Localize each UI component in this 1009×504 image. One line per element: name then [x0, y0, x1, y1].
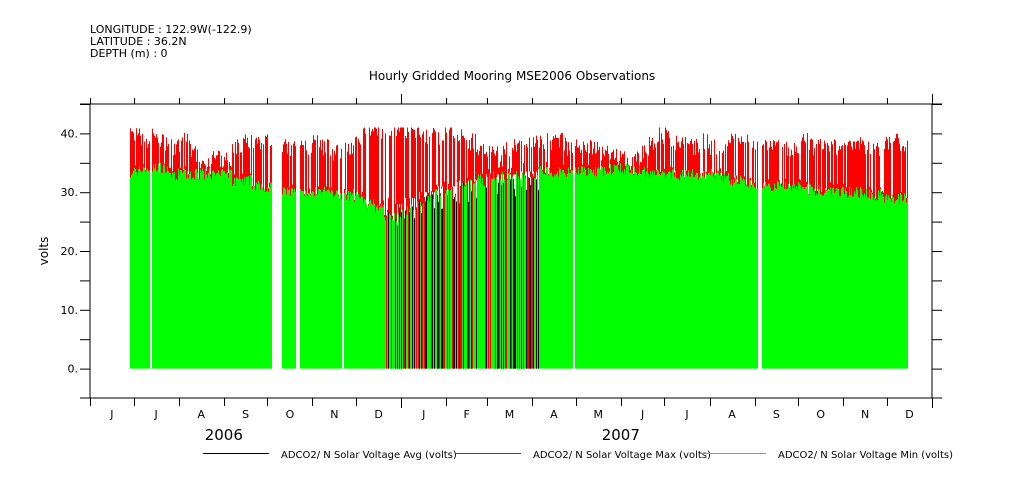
x-tick-label: A — [550, 408, 558, 421]
y-tick-label: 20. — [61, 245, 79, 258]
depth-label: DEPTH (m) : 0 — [90, 47, 168, 60]
legend-label: ADCO2/ N Solar Voltage Avg (volts) — [281, 450, 457, 461]
x-tick-label: J — [154, 408, 158, 421]
x-tick-label: M — [505, 408, 515, 421]
x-tick-label: F — [463, 408, 469, 421]
x-tick-label: S — [773, 408, 780, 421]
legend: ADCO2/ N Solar Voltage Avg (volts) ADCO2/… — [203, 450, 953, 461]
x-tick-label: J — [640, 408, 644, 421]
x-tick-label: J — [684, 408, 688, 421]
year-label: 2006 — [205, 426, 243, 444]
x-tick-label: N — [330, 408, 338, 421]
x-tick-label: A — [728, 408, 736, 421]
x-tick-label: J — [421, 408, 425, 421]
y-tick-label: 40. — [61, 127, 79, 140]
x-tick-label: M — [594, 408, 604, 421]
axes: 0. 10. 20. 30. 40. J J A S O N D J F M A M J J A S O N D 2006 200… — [61, 94, 942, 444]
x-tick-label: D — [905, 408, 913, 421]
y-axis-label: volts — [37, 237, 51, 266]
latitude-label: LATITUDE : 36.2N — [90, 35, 187, 48]
x-tick-label: N — [861, 408, 869, 421]
legend-label: ADCO2/ N Solar Voltage Min (volts) — [778, 450, 953, 461]
y-tick-label: 30. — [61, 186, 79, 199]
x-tick-label: O — [816, 408, 825, 421]
year-label: 2007 — [602, 426, 640, 444]
y-tick-label: 10. — [61, 304, 79, 317]
x-tick-label: A — [197, 408, 205, 421]
x-tick-label: J — [109, 408, 113, 421]
y-tick-label: 0. — [68, 363, 79, 376]
data-bars — [130, 127, 908, 369]
longitude-label: LONGITUDE : 122.9W(-122.9) — [90, 23, 252, 36]
legend-label: ADCO2/ N Solar Voltage Max (volts) — [533, 450, 711, 461]
x-tick-label: O — [286, 408, 295, 421]
x-tick-label: S — [242, 408, 249, 421]
chart-title: Hourly Gridded Mooring MSE2006 Observati… — [369, 69, 655, 83]
x-tick-label: D — [374, 408, 382, 421]
